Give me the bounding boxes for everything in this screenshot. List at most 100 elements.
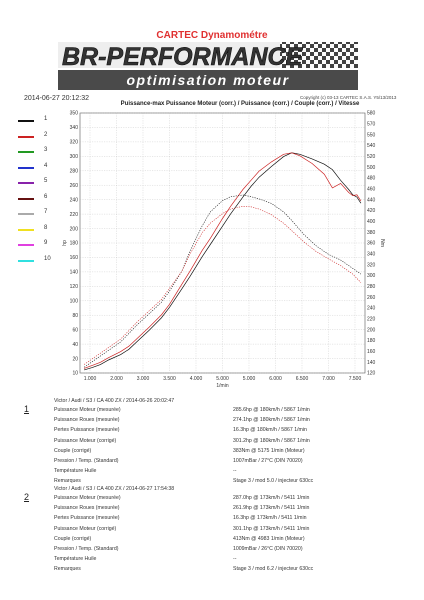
chart-title: Puissance-max Puissance Moteur (corr.) /… — [120, 101, 360, 107]
result-value: 301.1hp @ 173km/h / 5411 1/min — [233, 525, 310, 532]
y-tick-label-left: 40 — [72, 342, 78, 348]
y-tick-label-left: 220 — [70, 212, 79, 218]
y-tick-label-right: 280 — [367, 284, 376, 290]
copyright-text: Copyright (c) 03-13 CARTEC S.A.S. Y5/13/… — [300, 95, 397, 100]
result-label: Couple (corrigé) — [54, 447, 92, 454]
y-tick-label-left: 10 — [72, 371, 78, 377]
result-value: 285.6hp @ 180km/h / 5867 1/min — [233, 407, 310, 413]
y-tick-label-right: 200 — [367, 327, 376, 333]
report-timestamp: 2014-06-27 20:12:32 — [24, 95, 89, 102]
legend-item: 9 — [18, 240, 68, 250]
y-tick-label-right: 300 — [367, 273, 376, 279]
series-line — [83, 194, 362, 368]
legend-swatch — [18, 197, 34, 200]
result-label: Pression / Temp. (Standard) — [54, 546, 119, 552]
result-value: -- — [233, 556, 237, 563]
legend-number: 1 — [44, 116, 48, 122]
y-tick-label-left: 180 — [70, 241, 79, 247]
legend-swatch — [18, 213, 34, 215]
result-value: 274.1hp @ 180km/h / 5867 1/min — [233, 417, 310, 424]
y-tick-label-left: 300 — [70, 154, 79, 160]
y-tick-label-left: 100 — [70, 298, 79, 304]
result-label: Puissance Moteur (corrigé) — [54, 525, 117, 532]
result-label: Pression / Temp. (Standard) — [54, 458, 119, 464]
series-line — [84, 152, 362, 371]
y-tick-label-right: 570 — [367, 122, 376, 128]
y-tick-label-right: 180 — [367, 338, 376, 344]
x-tick-label: 2.000 — [110, 376, 123, 382]
legend-item: 2 — [18, 132, 68, 142]
y-tick-label-right: 140 — [367, 360, 376, 366]
legend-number: 2 — [44, 131, 48, 138]
result-value: 287.0hp @ 173km/h / 5411 1/min — [233, 495, 310, 501]
y-tick-label-left: 80 — [72, 313, 78, 319]
y-tick-label-right: 480 — [367, 176, 376, 182]
x-tick-label: 7.500 — [349, 376, 362, 382]
result-label: Puissance Roues (mesurée) — [54, 505, 120, 512]
y-tick-label-right: 580 — [367, 111, 376, 117]
result-value: -- — [233, 468, 237, 475]
y-tick-label-right: 400 — [367, 219, 376, 225]
legend-item: 8 — [18, 225, 68, 235]
series-line — [83, 152, 362, 369]
result-value: 1007mBar / 27°C (DIN 70020) — [233, 458, 303, 464]
x-tick-label: 3.000 — [137, 376, 150, 382]
y-tick-label-right: 320 — [367, 262, 376, 268]
legend-number: 3 — [44, 147, 48, 153]
dyno-chart: 350 340 320 300 280 260 240 220 200 180 160 140 120 1… — [62, 111, 385, 389]
result-value: Stage 3 / mod 6.2 / injecteur 630cc — [233, 566, 314, 573]
result-value: 16.3hp @ 180km/h / 5867 1/min — [233, 427, 307, 434]
result-label: Puissance Moteur (mesurée) — [54, 495, 121, 501]
result-label: Remarques — [54, 566, 81, 573]
y-tick-label-left: 120 — [70, 284, 79, 290]
legend-item: 7 — [18, 209, 68, 219]
result-value: 1009mBar / 26°C (DIN 70020) — [233, 546, 303, 552]
y-tick-label-right: 340 — [367, 252, 376, 258]
y-tick-label-right: 440 — [367, 197, 376, 203]
x-tick-label: 6.500 — [296, 376, 309, 382]
y-tick-label-right: 120 — [367, 371, 376, 377]
series-line — [83, 205, 362, 365]
legend-number: 7 — [44, 209, 48, 215]
legend-swatch — [18, 228, 34, 231]
legend-swatch — [18, 259, 34, 262]
legend-swatch — [18, 151, 34, 153]
y-tick-label-left: 350 — [70, 111, 79, 117]
y-tick-label-right: 500 — [367, 165, 376, 171]
legend-swatch — [18, 182, 34, 184]
legend-item: 4 — [18, 163, 68, 173]
y-tick-label-left: 200 — [70, 226, 79, 232]
x-axis-label: 1/min — [216, 383, 228, 389]
result-value: 16.3hp @ 173km/h / 5411 1/min — [233, 515, 307, 522]
run-number: 1 — [24, 404, 30, 414]
legend-number: 9 — [44, 240, 48, 246]
x-tick-label: 1.000 — [84, 376, 97, 382]
result-label: Pertes Puissance (mesurée) — [54, 515, 120, 522]
legend-swatch — [18, 244, 34, 246]
result-value: 413Nm @ 4983 1/min (Moteur) — [233, 535, 305, 542]
y-tick-label-right: 380 — [367, 230, 376, 236]
y-tick-label-right: 260 — [367, 295, 376, 301]
run-header: Victor / Audi / S3 / CA 400 ZX / 2014-06… — [54, 486, 175, 492]
svg-text:optimisation moteur: optimisation moteur — [126, 72, 289, 88]
y-tick-label-right: 240 — [367, 306, 376, 312]
result-value: 301.2hp @ 180km/h / 5867 1/min — [233, 437, 310, 444]
result-label: Puissance Roues (mesurée) — [54, 417, 120, 424]
x-tick-label: 5.000 — [243, 376, 256, 382]
x-tick-label: 6.000 — [269, 376, 282, 382]
x-tick-label: 4.000 — [190, 376, 203, 382]
x-tick-label: 3.500 — [163, 376, 176, 382]
legend-number: 8 — [44, 224, 48, 231]
br-performance-logo: BR-PERFORMANCE optimisation moteur — [58, 42, 358, 90]
result-label: Température Huile — [54, 468, 97, 475]
run-number: 2 — [24, 492, 30, 502]
result-label: Pertes Puissance (mesurée) — [54, 427, 120, 434]
x-tick-label: 7.000 — [322, 376, 335, 382]
y-tick-label-right: 460 — [367, 187, 376, 193]
legend-item: 10 — [18, 256, 68, 266]
y-tick-label-left: 60 — [72, 327, 78, 333]
y-tick-label-left: 140 — [70, 270, 79, 276]
y-tick-label-left: 320 — [70, 140, 79, 146]
legend-swatch — [18, 135, 34, 138]
y-axis-label-left: hp — [62, 240, 68, 246]
